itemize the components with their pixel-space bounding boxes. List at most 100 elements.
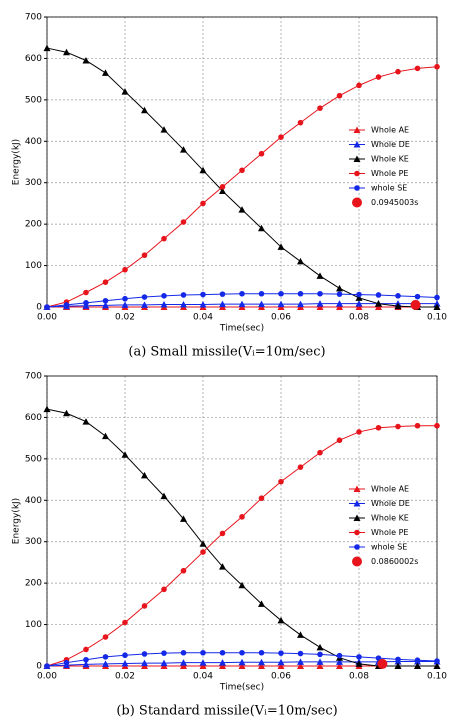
data-point (395, 68, 401, 75)
data-point (239, 649, 245, 656)
y-tick-label: 0 (36, 303, 42, 313)
data-point (278, 134, 284, 140)
legend-label: Whole DE (371, 499, 410, 508)
data-point (278, 650, 284, 656)
data-point (317, 105, 323, 111)
data-point (297, 119, 304, 126)
data-point (258, 649, 265, 656)
data-point (316, 300, 324, 307)
legend-marker (352, 556, 362, 567)
data-point (63, 48, 70, 56)
data-point (297, 290, 304, 297)
data-point (258, 290, 265, 297)
x-axis-label: Time(sec) (219, 324, 264, 334)
data-point (433, 303, 441, 310)
data-point (161, 293, 167, 299)
legend-marker (354, 185, 360, 191)
data-point (316, 303, 324, 310)
data-point (434, 294, 440, 301)
data-point (43, 44, 51, 52)
data-point (356, 82, 362, 89)
data-point (434, 658, 440, 664)
data-point (394, 662, 402, 669)
data-point (414, 422, 421, 429)
data-point (238, 581, 246, 589)
data-point (180, 649, 187, 656)
data-point (336, 658, 343, 665)
data-point (239, 514, 245, 520)
data-point (219, 184, 226, 190)
data-point (199, 540, 207, 547)
data-point (434, 63, 440, 70)
data-point (355, 303, 363, 310)
data-point (297, 464, 304, 470)
data-point (258, 224, 265, 232)
data-point (377, 658, 388, 669)
data-point (297, 658, 304, 665)
y-tick-label: 300 (25, 178, 42, 188)
data-point (141, 651, 148, 657)
data-point (219, 291, 226, 297)
legend-marker (354, 529, 360, 536)
data-point (395, 293, 401, 299)
x-tick-label: 0.06 (271, 313, 291, 323)
x-tick-label: 0.00 (37, 672, 57, 682)
x-tick-label: 0.04 (193, 313, 213, 323)
data-point (82, 660, 90, 668)
data-point (297, 650, 304, 657)
data-point (63, 409, 70, 417)
data-point (395, 423, 401, 430)
data-point (141, 106, 148, 114)
data-point (375, 292, 382, 298)
y-tick-label: 600 (25, 54, 42, 64)
legend-label: Whole KE (371, 514, 409, 523)
data-point (102, 634, 109, 640)
data-point (121, 660, 129, 667)
data-point (414, 662, 421, 669)
y-tick-label: 400 (25, 137, 42, 147)
data-point (180, 301, 187, 308)
x-axis-label: Time(sec) (219, 683, 264, 693)
data-point (121, 88, 129, 95)
legend-marker (354, 544, 360, 550)
y-tick-label: 700 (25, 13, 42, 23)
data-point (219, 187, 226, 194)
y-tick-label: 400 (25, 496, 42, 506)
data-point (336, 300, 343, 307)
data-point (102, 297, 109, 304)
data-point (238, 206, 246, 213)
data-point (160, 301, 168, 308)
y-tick-label: 500 (25, 95, 42, 105)
data-point (82, 57, 90, 64)
data-point (297, 300, 304, 308)
data-point (410, 299, 421, 310)
data-point (356, 429, 362, 435)
legend-marker (353, 500, 361, 507)
data-point (297, 257, 304, 265)
data-point (219, 530, 226, 537)
legend-label: Whole DE (371, 140, 410, 149)
legend-label: whole SE (371, 184, 407, 193)
data-point (180, 219, 187, 225)
data-point (63, 659, 70, 666)
data-point (102, 432, 109, 440)
data-point (83, 300, 89, 306)
data-point (277, 300, 285, 308)
legend-label: whole SE (371, 543, 407, 552)
data-point (375, 424, 382, 431)
data-point (102, 654, 109, 660)
data-point (180, 292, 187, 298)
data-point (433, 300, 441, 307)
data-point (355, 294, 363, 301)
legend-label: Whole PE (371, 169, 408, 178)
data-point (239, 290, 245, 297)
data-point (82, 418, 90, 425)
y-tick-label: 600 (25, 413, 42, 423)
data-point (375, 74, 382, 80)
data-point (355, 300, 363, 307)
data-point (219, 662, 226, 669)
data-point (258, 300, 265, 308)
y-tick-label: 0 (36, 662, 42, 672)
data-point (238, 300, 246, 308)
